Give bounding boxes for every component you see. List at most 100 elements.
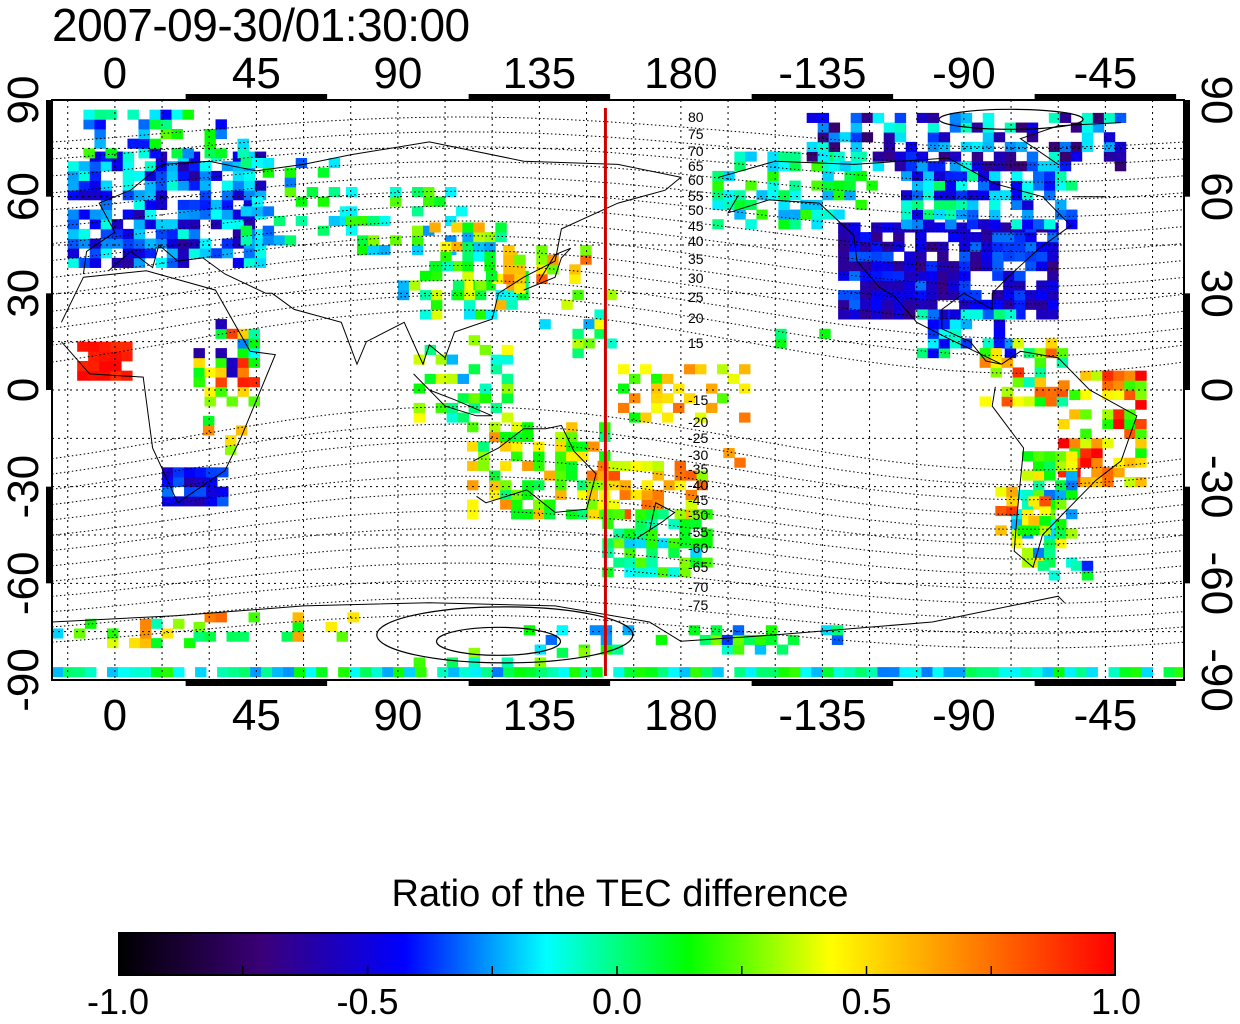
tec-cell [248,377,260,388]
tec-cell [467,441,479,452]
tec-cell [1135,419,1147,430]
contour-label: -35 [688,461,708,477]
tec-cell [1036,251,1048,262]
tec-cell [663,480,675,491]
tec-cell [646,667,658,678]
coastline [60,270,277,504]
tec-cell [188,170,201,181]
contour-label: 40 [688,233,704,249]
tec-cell [215,119,227,130]
tec-cell [199,161,212,172]
tec-cell [474,280,487,291]
tec-cell [514,254,526,265]
tec-cell [684,364,696,375]
tec-cell [872,112,885,123]
tec-cell [468,364,481,375]
tec-cell [522,480,534,491]
tec-cell [959,261,971,272]
tec-cell [1124,477,1136,488]
tec-cell [390,187,402,198]
tec-cell [235,425,248,436]
tec-cell [734,161,746,172]
tec-cell [1055,170,1067,181]
tec-cell [1058,380,1070,391]
tec-cell [967,199,979,210]
tec-cell [166,161,179,172]
tec-cell [956,190,968,201]
tec-cell [166,248,179,259]
tec-cell [67,180,80,191]
top-axis-label: 90 [373,49,422,98]
tec-cell [1011,170,1023,181]
tec-cell [547,254,559,265]
tec-cell [144,190,157,201]
tec-cell [776,644,789,655]
tec-cell [1141,667,1153,678]
tec-cell [646,538,658,549]
left-axis-label: 60 [0,172,48,221]
tec-cell [501,344,514,355]
tec-cell [717,364,729,375]
tec-cell [437,667,449,678]
tec-cell [1014,309,1026,320]
tec-cell [177,257,190,268]
tec-cell [1066,219,1078,230]
tec-cell [861,132,874,143]
tec-cell [397,290,410,301]
tec-cell [346,187,358,198]
tec-cell [937,290,949,301]
tec-cell [1020,667,1032,678]
tec-cell [408,280,421,291]
tec-cell [52,667,64,678]
tec-cell [155,238,168,249]
tec-cell [982,122,995,133]
tec-cell [138,119,150,130]
contour-line [52,545,1184,590]
tec-cell [85,667,97,678]
tec-cell [646,567,658,578]
tec-cell [412,225,424,236]
tec-cell [221,180,234,191]
tec-cell [379,216,391,227]
tec-cell [495,232,507,243]
tec-cell [956,180,968,191]
tec-cell [430,309,443,320]
colorbar-tick-label: -0.5 [336,981,399,1022]
tec-cell [1015,122,1028,133]
tec-cell [544,499,556,510]
tec-cell [673,402,685,413]
tec-cell [468,647,481,658]
tec-cell [945,209,957,220]
tec-cell [544,470,556,481]
tec-cell [435,354,448,365]
tec-cell [446,412,459,423]
tec-cell [89,257,102,268]
tec-cell [927,348,940,359]
tec-cell [652,489,664,500]
tec-cell [1011,199,1023,210]
tec-cell [88,370,100,381]
tec-cell [937,270,949,281]
tec-cell [1039,496,1051,507]
tec-cell [503,274,515,285]
tec-cell [210,248,223,259]
tec-cell [349,667,361,678]
tec-cell [976,667,988,678]
tec-cell [926,290,938,301]
tec-cell [723,448,735,459]
tec-cell [937,309,949,320]
tec-cell [850,161,863,172]
tec-cell [78,228,91,239]
tec-cell [860,290,872,301]
tec-cell [484,241,496,252]
tec-cell [588,509,600,520]
tec-cell [357,245,369,256]
tec-cell [923,190,935,201]
tec-cell [457,412,470,423]
tec-cell [850,112,863,123]
tec-cell [226,631,238,642]
tec-cell [1033,460,1045,471]
tec-cell [67,219,80,230]
axis-bar [751,94,894,100]
tec-cell [1022,190,1034,201]
